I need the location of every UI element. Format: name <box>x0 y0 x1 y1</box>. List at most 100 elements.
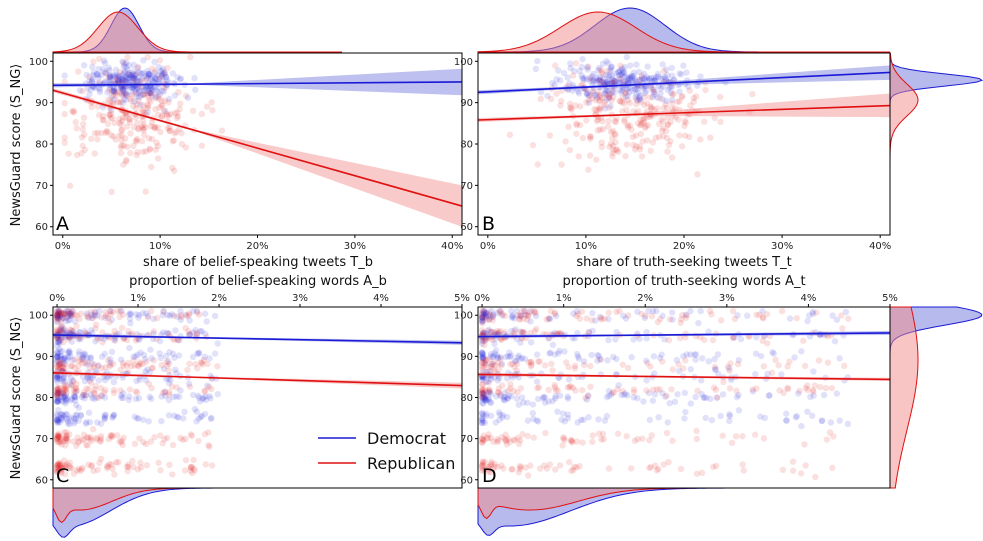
point-republican <box>58 469 65 477</box>
point-democrat <box>124 75 131 82</box>
point-democrat <box>54 372 61 380</box>
point-democrat <box>67 374 75 382</box>
point-democrat <box>676 88 683 95</box>
point-republican <box>196 311 203 318</box>
point-democrat <box>79 356 86 363</box>
point-democrat <box>612 70 620 77</box>
point-democrat <box>127 309 134 317</box>
point-republican <box>53 308 61 315</box>
point-democrat <box>88 329 96 337</box>
point-republican <box>77 356 85 363</box>
point-democrat <box>540 393 547 401</box>
point-democrat <box>573 307 581 315</box>
point-republican <box>596 91 603 99</box>
point-republican <box>171 336 178 344</box>
point-republican <box>479 461 486 468</box>
point-republican <box>506 438 514 446</box>
point-democrat <box>827 419 835 426</box>
point-republican <box>589 95 596 102</box>
point-republican <box>554 387 561 394</box>
point-republican <box>119 441 126 449</box>
point-republican <box>107 361 114 369</box>
point-democrat <box>126 83 133 91</box>
point-republican <box>208 385 215 393</box>
point-democrat <box>75 351 83 358</box>
point-republican <box>630 386 638 393</box>
point-republican <box>657 315 664 323</box>
point-democrat <box>490 352 497 359</box>
point-republican <box>55 433 63 441</box>
point-democrat <box>72 415 79 422</box>
point-republican <box>55 310 62 317</box>
point-republican <box>161 435 168 443</box>
point-democrat <box>81 327 88 335</box>
point-republican <box>679 365 687 372</box>
point-republican <box>53 363 61 370</box>
panel-d-points <box>478 307 852 481</box>
point-democrat <box>62 395 69 402</box>
point-republican <box>687 102 694 109</box>
point-democrat <box>149 74 157 81</box>
point-democrat <box>584 89 591 97</box>
point-democrat <box>545 398 552 405</box>
point-democrat <box>110 412 118 419</box>
point-republican <box>79 359 86 367</box>
point-republican <box>495 389 502 396</box>
point-democrat <box>713 394 721 401</box>
point-democrat <box>165 396 173 404</box>
point-republican <box>98 365 105 372</box>
point-democrat <box>585 99 593 106</box>
point-democrat <box>106 78 113 85</box>
point-democrat <box>54 394 61 402</box>
point-democrat <box>485 326 493 333</box>
point-republican <box>487 469 495 476</box>
point-republican <box>57 438 64 445</box>
point-republican <box>675 361 682 368</box>
point-democrat <box>678 71 685 78</box>
point-democrat <box>810 392 817 399</box>
point-democrat <box>705 358 712 365</box>
point-democrat <box>69 356 77 364</box>
point-democrat <box>54 348 61 356</box>
point-democrat <box>479 314 486 321</box>
point-democrat <box>163 76 171 84</box>
point-democrat <box>110 411 118 419</box>
point-republican <box>65 310 72 318</box>
point-republican <box>556 462 564 469</box>
point-republican <box>141 109 148 116</box>
point-democrat <box>594 351 601 359</box>
point-democrat <box>506 353 514 361</box>
point-democrat <box>795 390 802 397</box>
point-democrat <box>569 310 577 317</box>
point-democrat <box>155 84 162 91</box>
point-democrat <box>120 86 127 93</box>
point-democrat <box>160 365 168 373</box>
point-democrat <box>104 89 111 96</box>
point-democrat <box>142 310 150 317</box>
point-republican <box>508 466 515 473</box>
point-republican <box>501 329 509 336</box>
point-democrat <box>603 86 610 94</box>
point-democrat <box>165 412 173 419</box>
point-democrat <box>604 357 611 364</box>
point-democrat <box>483 397 490 404</box>
point-republican <box>214 363 221 370</box>
point-republican <box>160 308 167 315</box>
point-republican <box>648 105 655 112</box>
point-republican <box>131 440 139 448</box>
point-democrat <box>62 392 70 399</box>
point-republican <box>594 116 602 123</box>
point-republican <box>54 436 61 444</box>
point-republican <box>89 425 97 433</box>
point-republican <box>179 436 186 444</box>
point-democrat <box>603 412 611 420</box>
point-republican <box>60 385 68 392</box>
marginal-top-republican <box>52 11 342 53</box>
point-democrat <box>708 416 716 424</box>
point-democrat <box>482 330 489 337</box>
point-republican <box>668 386 675 393</box>
point-democrat <box>66 310 73 317</box>
point-democrat <box>561 418 569 425</box>
point-republican <box>147 163 155 171</box>
point-democrat <box>486 368 493 375</box>
